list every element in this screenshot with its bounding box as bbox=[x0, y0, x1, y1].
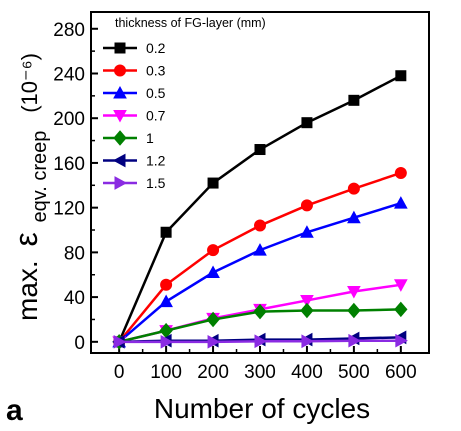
series-0.2 bbox=[113, 70, 407, 348]
svg-text:max. ε eqv. creep: max. ε eqv. creep (10⁻⁶) bbox=[8, 53, 52, 321]
x-tick-label: 500 bbox=[338, 362, 370, 383]
marker-diamond bbox=[113, 130, 127, 146]
legend-label: 1.2 bbox=[146, 153, 166, 169]
marker-diamond bbox=[347, 302, 361, 319]
legend-label: 1.5 bbox=[146, 175, 166, 191]
series-layer bbox=[112, 70, 408, 350]
y-tick-label: 240 bbox=[53, 64, 85, 85]
marker-circle bbox=[160, 278, 173, 291]
series-1.5 bbox=[113, 333, 408, 349]
y-tick-label: 200 bbox=[53, 109, 85, 130]
x-tick-label: 0 bbox=[114, 362, 125, 383]
marker-triangle-right bbox=[395, 333, 408, 348]
y-axis-title-symbol: ε bbox=[8, 232, 44, 246]
x-tick-label: 200 bbox=[197, 362, 229, 383]
x-tick-label: 400 bbox=[291, 362, 323, 383]
marker-diamond bbox=[206, 311, 220, 328]
marker-diamond bbox=[394, 301, 408, 318]
marker-square bbox=[395, 70, 407, 82]
legend-label: 0.5 bbox=[146, 85, 166, 101]
legend: thickness of FG-layer (mm) 0.2 0.3 0.5 0.7 1… bbox=[103, 16, 266, 191]
marker-triangle-right bbox=[348, 333, 361, 348]
legend-label: 0.7 bbox=[146, 108, 166, 124]
y-tick-label: 160 bbox=[53, 154, 85, 175]
marker-triangle-up bbox=[300, 225, 314, 238]
y-axis-title-subscript: eqv. creep bbox=[29, 131, 51, 223]
marker-triangle-left bbox=[112, 153, 126, 168]
y-axis-title-prefix: max. bbox=[12, 260, 43, 321]
legend-label: 0.2 bbox=[146, 40, 166, 56]
legend-title: thickness of FG-layer (mm) bbox=[115, 16, 266, 30]
marker-triangle-down bbox=[347, 286, 361, 299]
marker-triangle-up bbox=[347, 210, 361, 224]
panel-label: a bbox=[6, 394, 23, 427]
marker-triangle-down bbox=[393, 279, 408, 292]
marker-triangle-right bbox=[113, 334, 127, 349]
marker-triangle-up bbox=[113, 85, 127, 99]
legend-item: 0.3 bbox=[103, 63, 166, 79]
marker-diamond bbox=[253, 303, 267, 320]
marker-triangle-right bbox=[301, 334, 314, 349]
legend-item: 0.2 bbox=[103, 40, 166, 56]
marker-circle bbox=[114, 64, 126, 77]
marker-triangle-up bbox=[206, 265, 220, 279]
marker-circle bbox=[347, 182, 360, 195]
marker-triangle-up bbox=[393, 196, 408, 209]
y-axis-title-unit: (10⁻⁶) bbox=[17, 53, 42, 113]
marker-square bbox=[301, 117, 313, 129]
marker-triangle-up bbox=[253, 243, 267, 256]
x-tick-label: 300 bbox=[244, 362, 276, 383]
x-axis-title: Number of cycles bbox=[154, 393, 370, 424]
marker-square bbox=[160, 226, 172, 238]
legend-item: 1 bbox=[103, 130, 154, 146]
legend-item: 1.2 bbox=[103, 153, 166, 169]
y-tick-label: 0 bbox=[74, 333, 85, 354]
marker-circle bbox=[300, 199, 313, 212]
legend-item: 0.7 bbox=[103, 108, 166, 124]
marker-diamond bbox=[300, 302, 314, 319]
y-tick-label: 80 bbox=[64, 243, 85, 264]
marker-circle bbox=[394, 166, 407, 179]
marker-triangle-down bbox=[300, 294, 314, 308]
plot-frame bbox=[90, 11, 430, 354]
marker-triangle-right bbox=[254, 334, 268, 349]
marker-square bbox=[348, 94, 360, 106]
series-0.3 bbox=[113, 166, 407, 348]
marker-square bbox=[207, 177, 219, 189]
marker-square bbox=[114, 42, 126, 54]
y-tick-label: 40 bbox=[64, 288, 85, 309]
marker-triangle-up bbox=[159, 294, 173, 308]
marker-circle bbox=[207, 244, 220, 257]
legend-label: 0.3 bbox=[146, 63, 166, 79]
x-tick-label: 100 bbox=[150, 362, 182, 383]
legend-item: 1.5 bbox=[103, 175, 166, 191]
marker-triangle-down bbox=[113, 110, 127, 123]
marker-circle bbox=[254, 219, 266, 232]
marker-square bbox=[254, 144, 266, 156]
marker-triangle-right bbox=[207, 334, 221, 349]
marker-triangle-right bbox=[114, 176, 128, 190]
y-tick-label: 120 bbox=[53, 199, 85, 220]
axes: 0 100 200 300 400 500 600 0 40 80 120 160 200 240 280 bbox=[53, 20, 416, 383]
x-tick-label: 600 bbox=[385, 362, 417, 383]
marker-triangle-right bbox=[160, 334, 174, 349]
legend-item: 0.5 bbox=[103, 85, 166, 101]
y-axis-title: max. ε eqv. creep (10⁻⁶) bbox=[8, 53, 52, 321]
y-tick-label: 280 bbox=[53, 20, 85, 41]
legend-label: 1 bbox=[146, 130, 154, 146]
